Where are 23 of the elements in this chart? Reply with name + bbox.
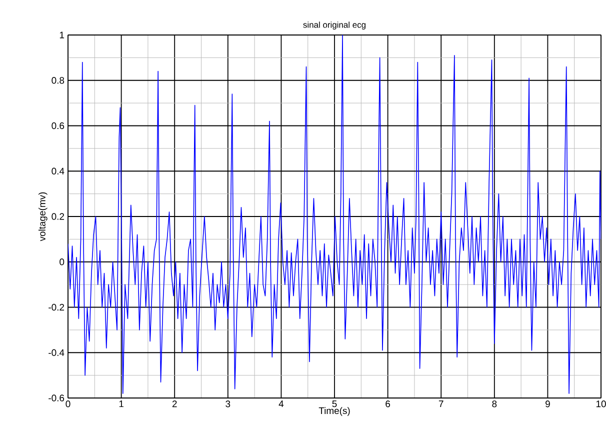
- x-tick-label: 1: [119, 400, 124, 408]
- y-tick-label: 0.4: [52, 168, 64, 174]
- x-tick-label: 7: [438, 400, 444, 408]
- y-tick-label: 0.6: [52, 122, 64, 130]
- y-tick-label: 1: [60, 32, 64, 38]
- chart-title: sinal original ecg: [303, 22, 366, 30]
- x-axis-title: Time(s): [318, 407, 350, 416]
- x-tick-label: 0: [66, 400, 70, 408]
- x-tick-label: 6: [386, 400, 390, 408]
- y-tick-label: 0: [60, 258, 64, 266]
- y-axis-title: voltage(mv): [38, 192, 48, 242]
- x-tick-label: 10: [596, 400, 606, 408]
- x-tick-label: 2: [172, 400, 177, 408]
- x-tick-label: 3: [226, 400, 230, 408]
- y-tick-label: 0.2: [52, 213, 64, 220]
- x-tick-label: 5: [332, 400, 337, 408]
- x-tick-label: 9: [546, 400, 550, 408]
- y-tick-label: -0.2: [48, 304, 64, 311]
- y-tick-label: -0.6: [48, 394, 64, 402]
- y-tick-label: -0.4: [48, 349, 64, 356]
- y-tick-label: 0.8: [52, 77, 64, 84]
- x-tick-label: 4: [278, 400, 284, 408]
- x-tick-label: 8: [492, 400, 497, 408]
